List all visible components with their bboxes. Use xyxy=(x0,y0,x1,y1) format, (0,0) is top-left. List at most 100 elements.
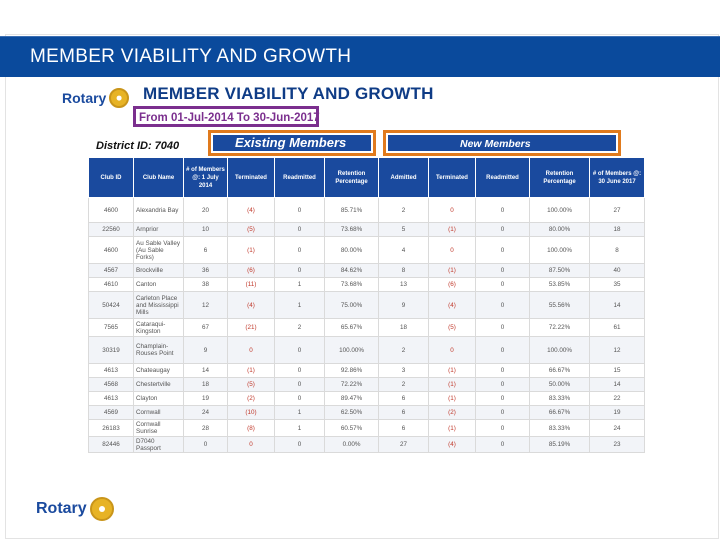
table-cell: 35 xyxy=(589,277,645,292)
table-row: 4610 Canton 38 (11) 1 73.68% 13 (6) 0 53.85% 35 xyxy=(88,277,645,292)
table-cell: 0 xyxy=(475,405,530,420)
rotary-wheel-footer-icon xyxy=(89,497,114,521)
table-cell: 12 xyxy=(589,336,645,364)
table-cell: 18 xyxy=(378,318,429,337)
table-cell: 0 xyxy=(274,391,325,406)
rotary-logo-footer: Rotary xyxy=(36,497,114,521)
table-cell: 0 xyxy=(475,318,530,337)
table-cell: 6 xyxy=(378,419,429,437)
club-name-cell: Carleton Place and Mississippi Mills xyxy=(133,291,184,319)
table-cell: 72.22% xyxy=(324,377,379,392)
table-cell: 0 xyxy=(475,363,530,378)
table-cell: 5 xyxy=(378,222,429,237)
column-header: Terminated xyxy=(428,157,476,198)
table-cell: 23 xyxy=(589,436,645,453)
report-title: MEMBER VIABILITY AND GROWTH xyxy=(143,84,434,103)
column-header: Readmitted xyxy=(274,157,325,198)
table-cell: (1) xyxy=(428,391,476,406)
table-cell: (4) xyxy=(227,291,275,319)
column-header: Retention Percentage xyxy=(324,157,379,198)
table-cell: 0 xyxy=(274,436,325,453)
table-cell: 18 xyxy=(183,377,228,392)
table-cell: 24 xyxy=(183,405,228,420)
club-id-cell: 7565 xyxy=(88,318,134,337)
members-table: Club ID Club Name # of Members @: 1 July… xyxy=(88,157,645,453)
rotary-logo-text: Rotary xyxy=(62,90,107,106)
table-cell: 66.67% xyxy=(529,405,590,420)
table-cell: 2 xyxy=(378,377,429,392)
table-cell: 85.19% xyxy=(529,436,590,453)
table-cell: 22 xyxy=(589,391,645,406)
table-cell: 6 xyxy=(378,391,429,406)
table-cell: 0 xyxy=(475,277,530,292)
table-cell: 19 xyxy=(589,405,645,420)
table-cell: 0 xyxy=(428,236,476,264)
existing-members-header: Existing Members xyxy=(208,130,376,156)
table-cell: 36 xyxy=(183,263,228,278)
table-cell: 27 xyxy=(589,197,645,223)
club-name-cell: Brockville xyxy=(133,263,184,278)
column-header: Readmitted xyxy=(475,157,530,198)
club-id-cell: 26183 xyxy=(88,419,134,437)
table-cell: 0 xyxy=(227,336,275,364)
club-name-cell: Cornwall Sunrise xyxy=(133,419,184,437)
club-name-cell: Cataraqui-Kingston xyxy=(133,318,184,337)
club-id-cell: 4569 xyxy=(88,405,134,420)
club-name-cell: D7040 Passport xyxy=(133,436,184,453)
table-cell: 100.00% xyxy=(529,336,590,364)
club-id-cell: 4610 xyxy=(88,277,134,292)
table-cell: 50.00% xyxy=(529,377,590,392)
club-id-cell: 82446 xyxy=(88,436,134,453)
table-cell: 0 xyxy=(274,222,325,237)
table-cell: (5) xyxy=(227,222,275,237)
table-cell: 9 xyxy=(183,336,228,364)
table-row: 4600 Au Sable Valley (Au Sable Forks) 6 (1)… xyxy=(88,236,645,264)
table-cell: 8 xyxy=(589,236,645,264)
table-cell: (1) xyxy=(227,363,275,378)
table-cell: (6) xyxy=(227,263,275,278)
table-cell: 28 xyxy=(183,419,228,437)
district-id: District ID: 7040 xyxy=(96,140,180,152)
table-cell: 83.33% xyxy=(529,419,590,437)
club-id-cell: 4613 xyxy=(88,363,134,378)
table-cell: 6 xyxy=(378,405,429,420)
table-cell: 62.50% xyxy=(324,405,379,420)
column-header: # of Members @: 1 July 2014 xyxy=(183,157,228,198)
table-row: 4567 Brockville 36 (6) 0 84.62% 8 (1) 0 87.50% 40 xyxy=(88,263,645,278)
slide-frame xyxy=(5,34,719,539)
club-id-cell: 4567 xyxy=(88,263,134,278)
table-header-row: Club ID Club Name # of Members @: 1 July… xyxy=(88,157,645,198)
table-cell: 0 xyxy=(274,236,325,264)
table-cell: 8 xyxy=(378,263,429,278)
table-cell: 66.67% xyxy=(529,363,590,378)
table-cell: (5) xyxy=(227,377,275,392)
table-cell: 0 xyxy=(475,391,530,406)
column-header: Retention Percentage xyxy=(529,157,590,198)
table-row: 22560 Arnprior 10 (5) 0 73.68% 5 (1) 0 80.00% 18 xyxy=(88,222,645,237)
table-cell: 0 xyxy=(274,336,325,364)
club-id-cell: 4600 xyxy=(88,197,134,223)
table-cell: 13 xyxy=(378,277,429,292)
rotary-logo-footer-text: Rotary xyxy=(36,500,87,517)
column-header: Club Name xyxy=(133,157,184,198)
club-name-cell: Alexandria Bay xyxy=(133,197,184,223)
table-cell: 100.00% xyxy=(529,197,590,223)
table-cell: 3 xyxy=(378,363,429,378)
table-cell: 9 xyxy=(378,291,429,319)
table-cell: 0 xyxy=(475,336,530,364)
table-cell: 2 xyxy=(274,318,325,337)
table-row: 30319 Champlain-Rouses Point 9 0 0 100.00% 2 0 0… xyxy=(88,336,645,364)
table-row: 4568 Chestertville 18 (5) 0 72.22% 2 (1) 0 50.00%… xyxy=(88,377,645,392)
table-cell: 2 xyxy=(378,197,429,223)
slide-title-bar: MEMBER VIABILITY AND GROWTH xyxy=(0,36,720,77)
table-cell: 72.22% xyxy=(529,318,590,337)
table-row: 4613 Clayton 19 (2) 0 89.47% 6 (1) 0 83.33% 22 xyxy=(88,391,645,406)
table-row: 26183 Cornwall Sunrise 28 (8) 1 60.57% 6 (1) 0 83… xyxy=(88,419,645,437)
date-range-text: From 01-Jul-2014 To 30-Jun-2017 xyxy=(139,112,320,124)
table-cell: 1 xyxy=(274,277,325,292)
table-cell: (1) xyxy=(428,263,476,278)
table-cell: 0 xyxy=(274,263,325,278)
table-cell: 19 xyxy=(183,391,228,406)
table-cell: 10 xyxy=(183,222,228,237)
table-cell: 0 xyxy=(428,336,476,364)
